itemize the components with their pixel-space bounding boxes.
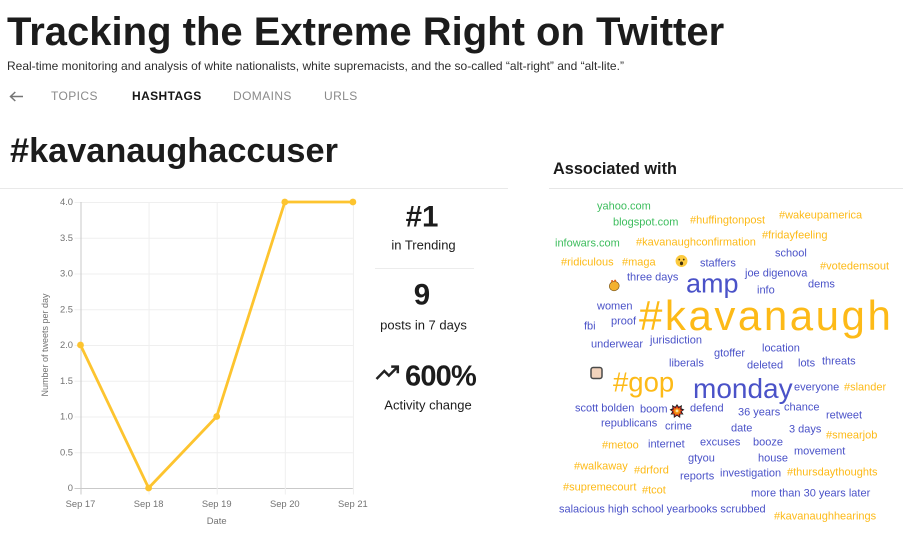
svg-text:Sep 17: Sep 17: [66, 498, 96, 509]
svg-text:3.5: 3.5: [60, 232, 73, 243]
svg-text:1.5: 1.5: [60, 375, 73, 386]
svg-text:Sep 18: Sep 18: [134, 498, 164, 509]
svg-text:0.5: 0.5: [60, 446, 73, 457]
svg-text:4.0: 4.0: [60, 196, 73, 207]
svg-text:Date: Date: [207, 515, 227, 526]
svg-text:2.5: 2.5: [60, 303, 73, 314]
svg-text:0: 0: [68, 482, 73, 493]
svg-text:3.0: 3.0: [60, 268, 73, 279]
svg-text:Sep 21: Sep 21: [338, 498, 368, 509]
svg-text:Number of tweets per day: Number of tweets per day: [40, 293, 50, 397]
svg-text:Sep 20: Sep 20: [270, 498, 300, 509]
svg-text:1.0: 1.0: [60, 411, 73, 422]
svg-text:2.0: 2.0: [60, 339, 73, 350]
svg-text:Sep 19: Sep 19: [202, 498, 232, 509]
